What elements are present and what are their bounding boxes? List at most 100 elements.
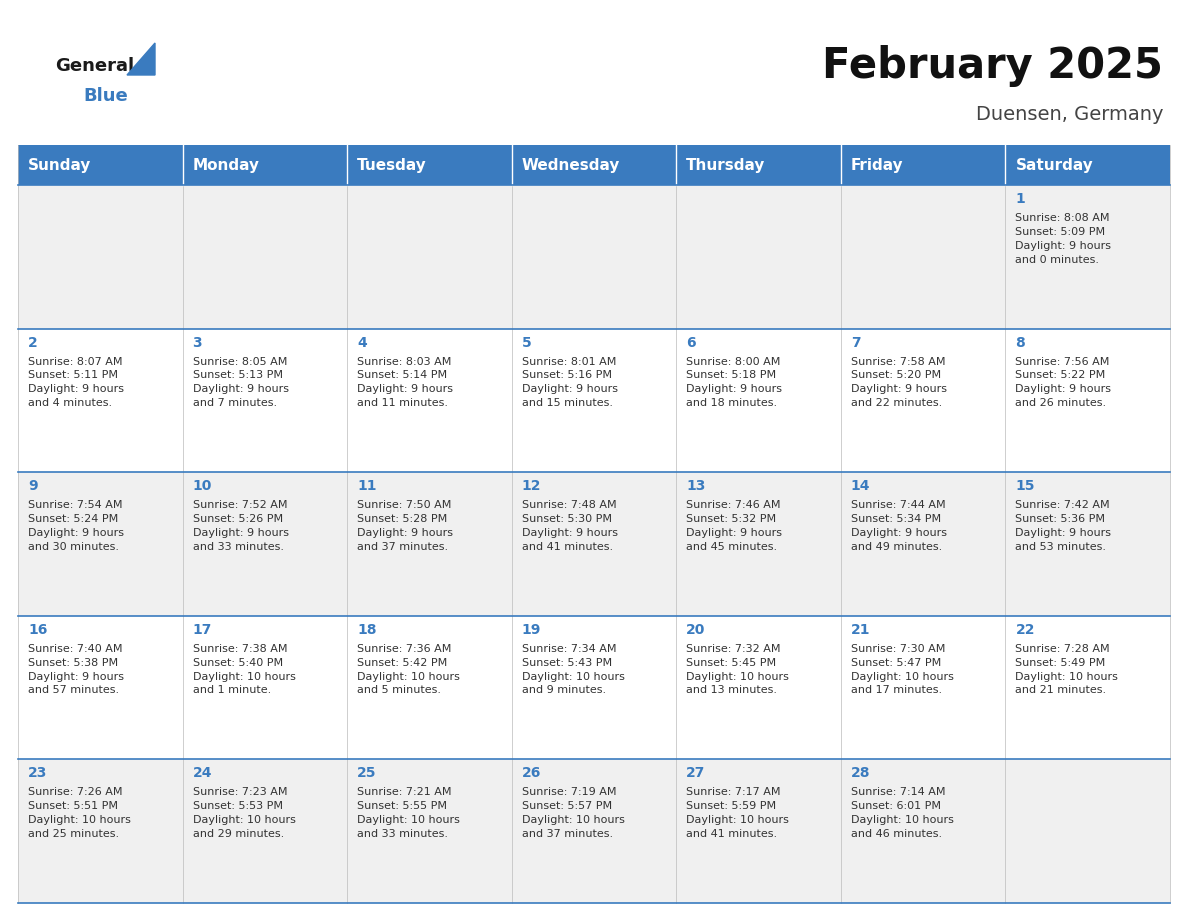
- Text: Daylight: 10 hours: Daylight: 10 hours: [1016, 672, 1118, 681]
- Text: and 4 minutes.: and 4 minutes.: [29, 398, 112, 409]
- Text: Sunrise: 7:48 AM: Sunrise: 7:48 AM: [522, 500, 617, 510]
- Text: Sunset: 5:49 PM: Sunset: 5:49 PM: [1016, 657, 1106, 667]
- Text: and 0 minutes.: and 0 minutes.: [1016, 254, 1099, 264]
- Bar: [18, 616, 1170, 759]
- Text: and 5 minutes.: and 5 minutes.: [358, 686, 441, 696]
- Text: Daylight: 10 hours: Daylight: 10 hours: [358, 815, 460, 825]
- Text: Sunset: 5:40 PM: Sunset: 5:40 PM: [192, 657, 283, 667]
- Text: Sunrise: 7:44 AM: Sunrise: 7:44 AM: [851, 500, 946, 510]
- Text: Sunset: 5:42 PM: Sunset: 5:42 PM: [358, 657, 448, 667]
- Text: Sunrise: 7:28 AM: Sunrise: 7:28 AM: [1016, 644, 1110, 654]
- Text: Sunrise: 7:30 AM: Sunrise: 7:30 AM: [851, 644, 946, 654]
- Text: Sunrise: 7:58 AM: Sunrise: 7:58 AM: [851, 356, 946, 366]
- Bar: [18, 472, 1170, 616]
- Text: 1: 1: [1016, 192, 1025, 206]
- Text: Sunrise: 7:52 AM: Sunrise: 7:52 AM: [192, 500, 287, 510]
- Text: Daylight: 10 hours: Daylight: 10 hours: [358, 672, 460, 681]
- Text: 8: 8: [1016, 336, 1025, 350]
- Text: Sunrise: 7:26 AM: Sunrise: 7:26 AM: [29, 788, 122, 798]
- Text: Daylight: 9 hours: Daylight: 9 hours: [1016, 241, 1112, 251]
- Text: 23: 23: [29, 767, 48, 780]
- Text: 20: 20: [687, 622, 706, 637]
- Bar: [18, 185, 1170, 329]
- Text: and 1 minute.: and 1 minute.: [192, 686, 271, 696]
- Text: 9: 9: [29, 479, 38, 493]
- Text: Daylight: 9 hours: Daylight: 9 hours: [192, 528, 289, 538]
- Text: Sunrise: 8:07 AM: Sunrise: 8:07 AM: [29, 356, 122, 366]
- Text: and 18 minutes.: and 18 minutes.: [687, 398, 777, 409]
- Bar: [18, 759, 1170, 903]
- Text: and 37 minutes.: and 37 minutes.: [522, 829, 613, 839]
- Text: 25: 25: [358, 767, 377, 780]
- Text: Saturday: Saturday: [1016, 158, 1093, 173]
- Text: Daylight: 9 hours: Daylight: 9 hours: [358, 385, 453, 395]
- Text: Blue: Blue: [83, 87, 128, 105]
- Text: 24: 24: [192, 767, 213, 780]
- Text: and 15 minutes.: and 15 minutes.: [522, 398, 613, 409]
- Text: Daylight: 9 hours: Daylight: 9 hours: [851, 528, 947, 538]
- Text: 18: 18: [358, 622, 377, 637]
- Text: Sunrise: 7:42 AM: Sunrise: 7:42 AM: [1016, 500, 1110, 510]
- Text: Daylight: 9 hours: Daylight: 9 hours: [687, 528, 782, 538]
- Text: Sunrise: 7:19 AM: Sunrise: 7:19 AM: [522, 788, 617, 798]
- Text: Sunrise: 7:46 AM: Sunrise: 7:46 AM: [687, 500, 781, 510]
- Text: Sunrise: 7:32 AM: Sunrise: 7:32 AM: [687, 644, 781, 654]
- Text: and 11 minutes.: and 11 minutes.: [358, 398, 448, 409]
- Text: Sunset: 5:47 PM: Sunset: 5:47 PM: [851, 657, 941, 667]
- Text: Sunrise: 8:08 AM: Sunrise: 8:08 AM: [1016, 213, 1110, 223]
- Bar: [676, 145, 841, 185]
- Text: 10: 10: [192, 479, 211, 493]
- Text: 13: 13: [687, 479, 706, 493]
- Text: 12: 12: [522, 479, 542, 493]
- Text: Daylight: 10 hours: Daylight: 10 hours: [192, 672, 296, 681]
- Text: Sunset: 5:22 PM: Sunset: 5:22 PM: [1016, 371, 1106, 380]
- Text: and 13 minutes.: and 13 minutes.: [687, 686, 777, 696]
- Text: Sunset: 5:20 PM: Sunset: 5:20 PM: [851, 371, 941, 380]
- Text: and 9 minutes.: and 9 minutes.: [522, 686, 606, 696]
- Text: Sunset: 5:36 PM: Sunset: 5:36 PM: [1016, 514, 1105, 524]
- Text: Daylight: 10 hours: Daylight: 10 hours: [522, 815, 625, 825]
- Text: General: General: [55, 57, 134, 75]
- Text: Sunrise: 7:56 AM: Sunrise: 7:56 AM: [1016, 356, 1110, 366]
- Polygon shape: [127, 43, 154, 75]
- Text: Daylight: 10 hours: Daylight: 10 hours: [687, 672, 789, 681]
- Text: Daylight: 9 hours: Daylight: 9 hours: [358, 528, 453, 538]
- Text: 2: 2: [29, 336, 38, 350]
- Text: Thursday: Thursday: [687, 158, 765, 173]
- Text: Tuesday: Tuesday: [358, 158, 426, 173]
- Text: Sunset: 5:28 PM: Sunset: 5:28 PM: [358, 514, 448, 524]
- Text: Sunset: 5:57 PM: Sunset: 5:57 PM: [522, 801, 612, 812]
- Text: Sunset: 5:26 PM: Sunset: 5:26 PM: [192, 514, 283, 524]
- Text: 21: 21: [851, 622, 871, 637]
- Text: and 41 minutes.: and 41 minutes.: [687, 829, 777, 839]
- Text: Sunday: Sunday: [29, 158, 91, 173]
- Text: Daylight: 9 hours: Daylight: 9 hours: [1016, 528, 1112, 538]
- Text: Daylight: 9 hours: Daylight: 9 hours: [522, 528, 618, 538]
- Text: 16: 16: [29, 622, 48, 637]
- Bar: [347, 145, 512, 185]
- Bar: [18, 145, 183, 185]
- Text: Sunrise: 7:23 AM: Sunrise: 7:23 AM: [192, 788, 287, 798]
- Text: 27: 27: [687, 767, 706, 780]
- Text: Sunset: 5:24 PM: Sunset: 5:24 PM: [29, 514, 119, 524]
- Text: Daylight: 9 hours: Daylight: 9 hours: [522, 385, 618, 395]
- Text: and 29 minutes.: and 29 minutes.: [192, 829, 284, 839]
- Text: Daylight: 10 hours: Daylight: 10 hours: [522, 672, 625, 681]
- Text: and 33 minutes.: and 33 minutes.: [358, 829, 448, 839]
- Text: Daylight: 10 hours: Daylight: 10 hours: [29, 815, 131, 825]
- Text: Duensen, Germany: Duensen, Germany: [975, 105, 1163, 124]
- Text: Sunrise: 7:21 AM: Sunrise: 7:21 AM: [358, 788, 451, 798]
- Text: Daylight: 9 hours: Daylight: 9 hours: [29, 672, 124, 681]
- Text: and 30 minutes.: and 30 minutes.: [29, 542, 119, 552]
- Text: Sunset: 5:11 PM: Sunset: 5:11 PM: [29, 371, 118, 380]
- Text: Sunset: 5:16 PM: Sunset: 5:16 PM: [522, 371, 612, 380]
- Text: and 22 minutes.: and 22 minutes.: [851, 398, 942, 409]
- Text: Daylight: 9 hours: Daylight: 9 hours: [1016, 385, 1112, 395]
- Text: 6: 6: [687, 336, 696, 350]
- Text: 22: 22: [1016, 622, 1035, 637]
- Text: Sunrise: 7:54 AM: Sunrise: 7:54 AM: [29, 500, 122, 510]
- Text: Daylight: 9 hours: Daylight: 9 hours: [687, 385, 782, 395]
- Text: Sunset: 5:38 PM: Sunset: 5:38 PM: [29, 657, 118, 667]
- Text: Sunset: 5:45 PM: Sunset: 5:45 PM: [687, 657, 777, 667]
- Text: Sunset: 5:18 PM: Sunset: 5:18 PM: [687, 371, 777, 380]
